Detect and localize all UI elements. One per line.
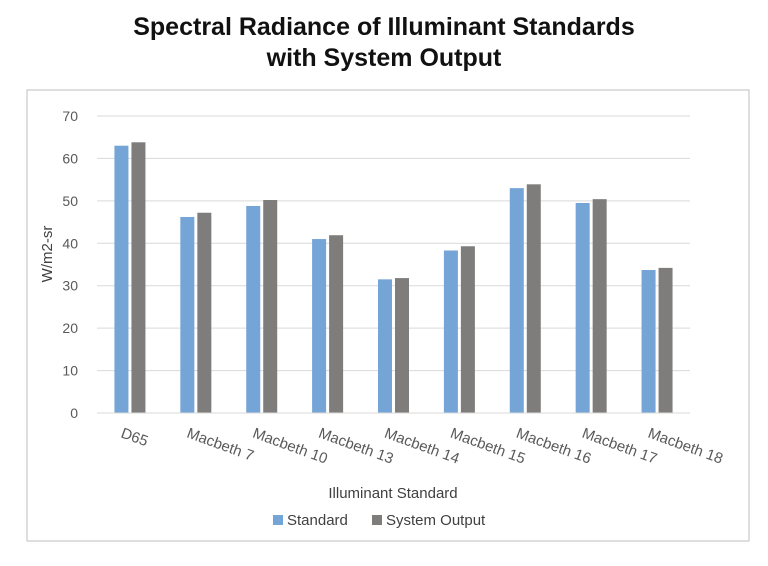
y-tick-label: 30 [62, 278, 78, 294]
bar-standard [246, 205, 261, 413]
x-axis-label: Illuminant Standard [328, 485, 457, 502]
bar-standard [180, 216, 195, 413]
bar-system-output [263, 200, 278, 413]
y-tick-label: 60 [62, 150, 78, 166]
legend: Standard System Output [273, 512, 486, 529]
bar-standard [641, 270, 656, 413]
y-tick-label: 50 [62, 193, 78, 209]
y-tick-label: 10 [62, 363, 78, 379]
legend-label: System Output [386, 512, 486, 529]
y-tick-label: 0 [70, 405, 78, 421]
bar-standard [509, 188, 524, 413]
bar-system-output [658, 267, 673, 413]
chart-title-line-1: Spectral Radiance of Illuminant Standard… [133, 13, 635, 41]
bar-system-output [197, 212, 212, 413]
y-tick-label: 40 [62, 235, 78, 251]
chart-title: Spectral Radiance of Illuminant Standard… [0, 12, 768, 74]
bar-standard [575, 202, 590, 413]
bar-standard [378, 279, 392, 413]
y-axis-label: W/m2-sr [39, 226, 56, 283]
legend-swatch [273, 515, 283, 525]
bar-standard [443, 250, 458, 413]
bar-system-output [329, 235, 344, 413]
y-tick-labels: 0 10 20 30 40 50 60 70 [62, 108, 78, 421]
legend-swatch [372, 515, 382, 525]
bar-standard [312, 239, 327, 413]
y-tick-label: 70 [62, 108, 78, 124]
bar-system-output [526, 184, 541, 413]
bar-standard [114, 145, 129, 413]
y-tick-label: 20 [62, 320, 78, 336]
bar-system-output [395, 278, 409, 413]
bars [114, 142, 673, 413]
legend-label: Standard [287, 512, 348, 529]
gridlines [97, 115, 690, 372]
bar-system-output [460, 246, 475, 413]
bar-system-output [592, 199, 607, 413]
chart-title-line-2: with System Output [266, 44, 502, 72]
bar-system-output [131, 142, 146, 413]
